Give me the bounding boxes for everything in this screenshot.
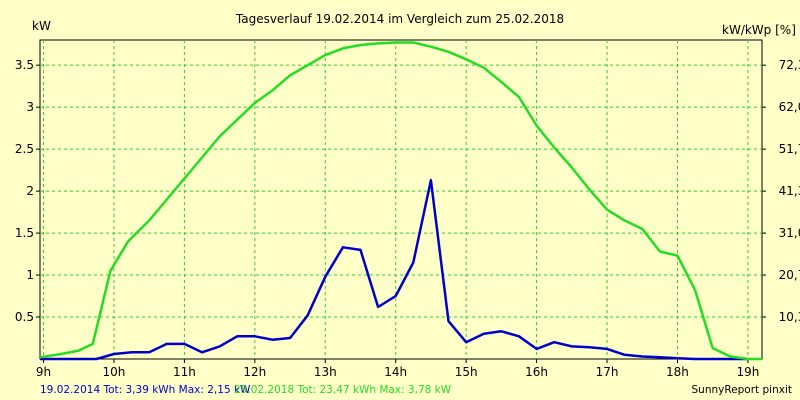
ticks: 9h 10h 11h 12h 13h 14h 15h 16h 17h 18h 19h 0.5 10,3 1… xyxy=(15,58,800,379)
x-tick-label: 16h xyxy=(525,365,548,379)
y-tick-label-left: 1.5 xyxy=(15,226,34,240)
x-tick-label: 11h xyxy=(173,365,196,379)
grid xyxy=(40,40,762,359)
y-tick-label-left: 2 xyxy=(26,184,34,198)
legend-series-1: 19.02.2014 Tot: 3,39 kWh Max: 2,15 kW xyxy=(40,384,251,396)
y-tick-label-right: 31,0 xyxy=(779,226,800,240)
x-tick-label: 13h xyxy=(314,365,337,379)
legend-series-2: 25.02.2018 Tot: 23,47 kWh Max: 3,78 kW xyxy=(234,384,452,396)
series-line-2 xyxy=(39,41,762,361)
x-tick-label: 17h xyxy=(596,365,619,379)
chart-title: Tagesverlauf 19.02.2014 im Vergleich zum… xyxy=(235,12,564,26)
x-tick-label: 12h xyxy=(243,365,266,379)
y-tick-label-left: 2.5 xyxy=(15,142,34,156)
y-tick-label-left: 1 xyxy=(26,268,34,282)
y-tick-label-right: 41,3 xyxy=(779,184,800,198)
y-tick-label-left: 3.5 xyxy=(15,58,34,72)
y-tick-label-right: 72,3 xyxy=(779,58,800,72)
y-axis-right-label: kW/kWp [%] xyxy=(722,23,796,37)
series-lines xyxy=(39,41,762,361)
y-axis-left-label: kW xyxy=(32,19,51,33)
x-tick-label: 10h xyxy=(103,365,126,379)
x-tick-label: 18h xyxy=(666,365,689,379)
credit-text: SunnyReport pinxit xyxy=(692,384,792,396)
y-tick-label-left: 3 xyxy=(26,100,34,114)
y-tick-label-right: 10,3 xyxy=(779,310,800,324)
y-tick-label-right: 62,0 xyxy=(779,100,800,114)
x-tick-label: 15h xyxy=(455,365,478,379)
y-tick-label-right: 20,7 xyxy=(779,268,800,282)
x-tick-label: 14h xyxy=(384,365,407,379)
series-line-1 xyxy=(40,178,748,361)
x-tick-label: 19h xyxy=(736,365,759,379)
y-tick-label-right: 51,7 xyxy=(779,142,800,156)
x-tick-label: 9h xyxy=(36,365,51,379)
y-tick-label-left: 0.5 xyxy=(15,310,34,324)
plot-area xyxy=(39,39,763,360)
